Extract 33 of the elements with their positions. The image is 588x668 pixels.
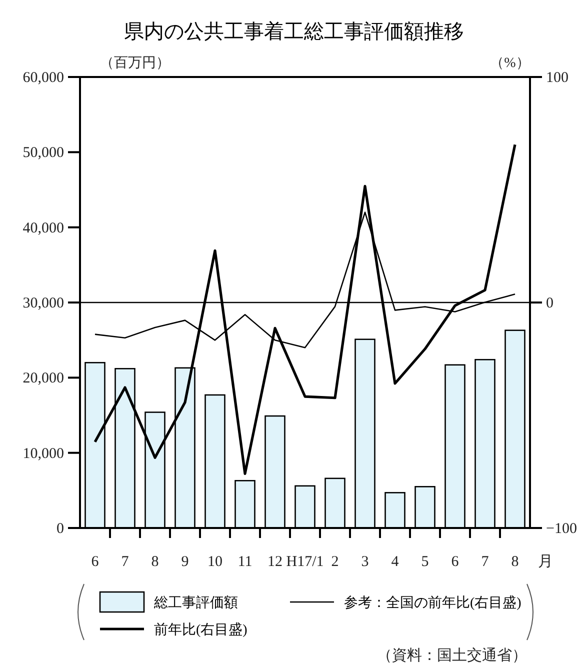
x-tick-label: 5 — [421, 554, 429, 570]
x-tick-label: 8 — [151, 554, 159, 570]
y2-tick-label: 0 — [546, 296, 554, 312]
y-tick-label: 30,000 — [22, 296, 64, 312]
x-tick-label: 9 — [181, 554, 189, 570]
y2-axis-title: （%） — [490, 56, 530, 71]
y-tick-label: 20,000 — [22, 370, 64, 387]
y-tick-label: 10,000 — [22, 446, 64, 462]
x-tick-label: 3 — [361, 554, 369, 570]
x-tick-label: 12 — [268, 554, 282, 570]
legend-label: 前年比(右目盛) — [154, 622, 248, 638]
text: （資料：国土交通省） — [377, 647, 527, 664]
legend-label: 参考：全国の前年比(右目盛) — [344, 595, 522, 611]
x-tick-label: 11 — [238, 554, 252, 570]
chart-title: 県内の公共工事着工総工事評価額推移 — [124, 19, 464, 43]
x-tick-label: 8 — [511, 554, 519, 570]
y-tick-label: 50,000 — [22, 145, 64, 162]
x-tick-label: 7 — [121, 554, 130, 570]
x-tick-label: 7 — [481, 554, 490, 570]
x-tick-label: 10 — [208, 554, 222, 570]
y-axis-title: （百万円） — [100, 56, 170, 71]
y-tick-label: 0 — [56, 521, 64, 537]
x-tick-label: 4 — [391, 554, 400, 570]
y-tick-label: 40,000 — [22, 220, 64, 236]
x-tick-label: 2 — [331, 554, 339, 570]
y-tick-label: 60,000 — [22, 70, 64, 86]
x-axis-title: 月 — [538, 554, 553, 570]
y2-tick-label: −100 — [546, 521, 577, 537]
x-tick-label: H17/1 — [286, 554, 324, 570]
x-tick-label: 6 — [451, 554, 460, 570]
legend-label: 総工事評価額 — [153, 595, 238, 611]
y2-tick-label: 100 — [546, 70, 568, 86]
x-tick-label: 6 — [91, 554, 100, 570]
